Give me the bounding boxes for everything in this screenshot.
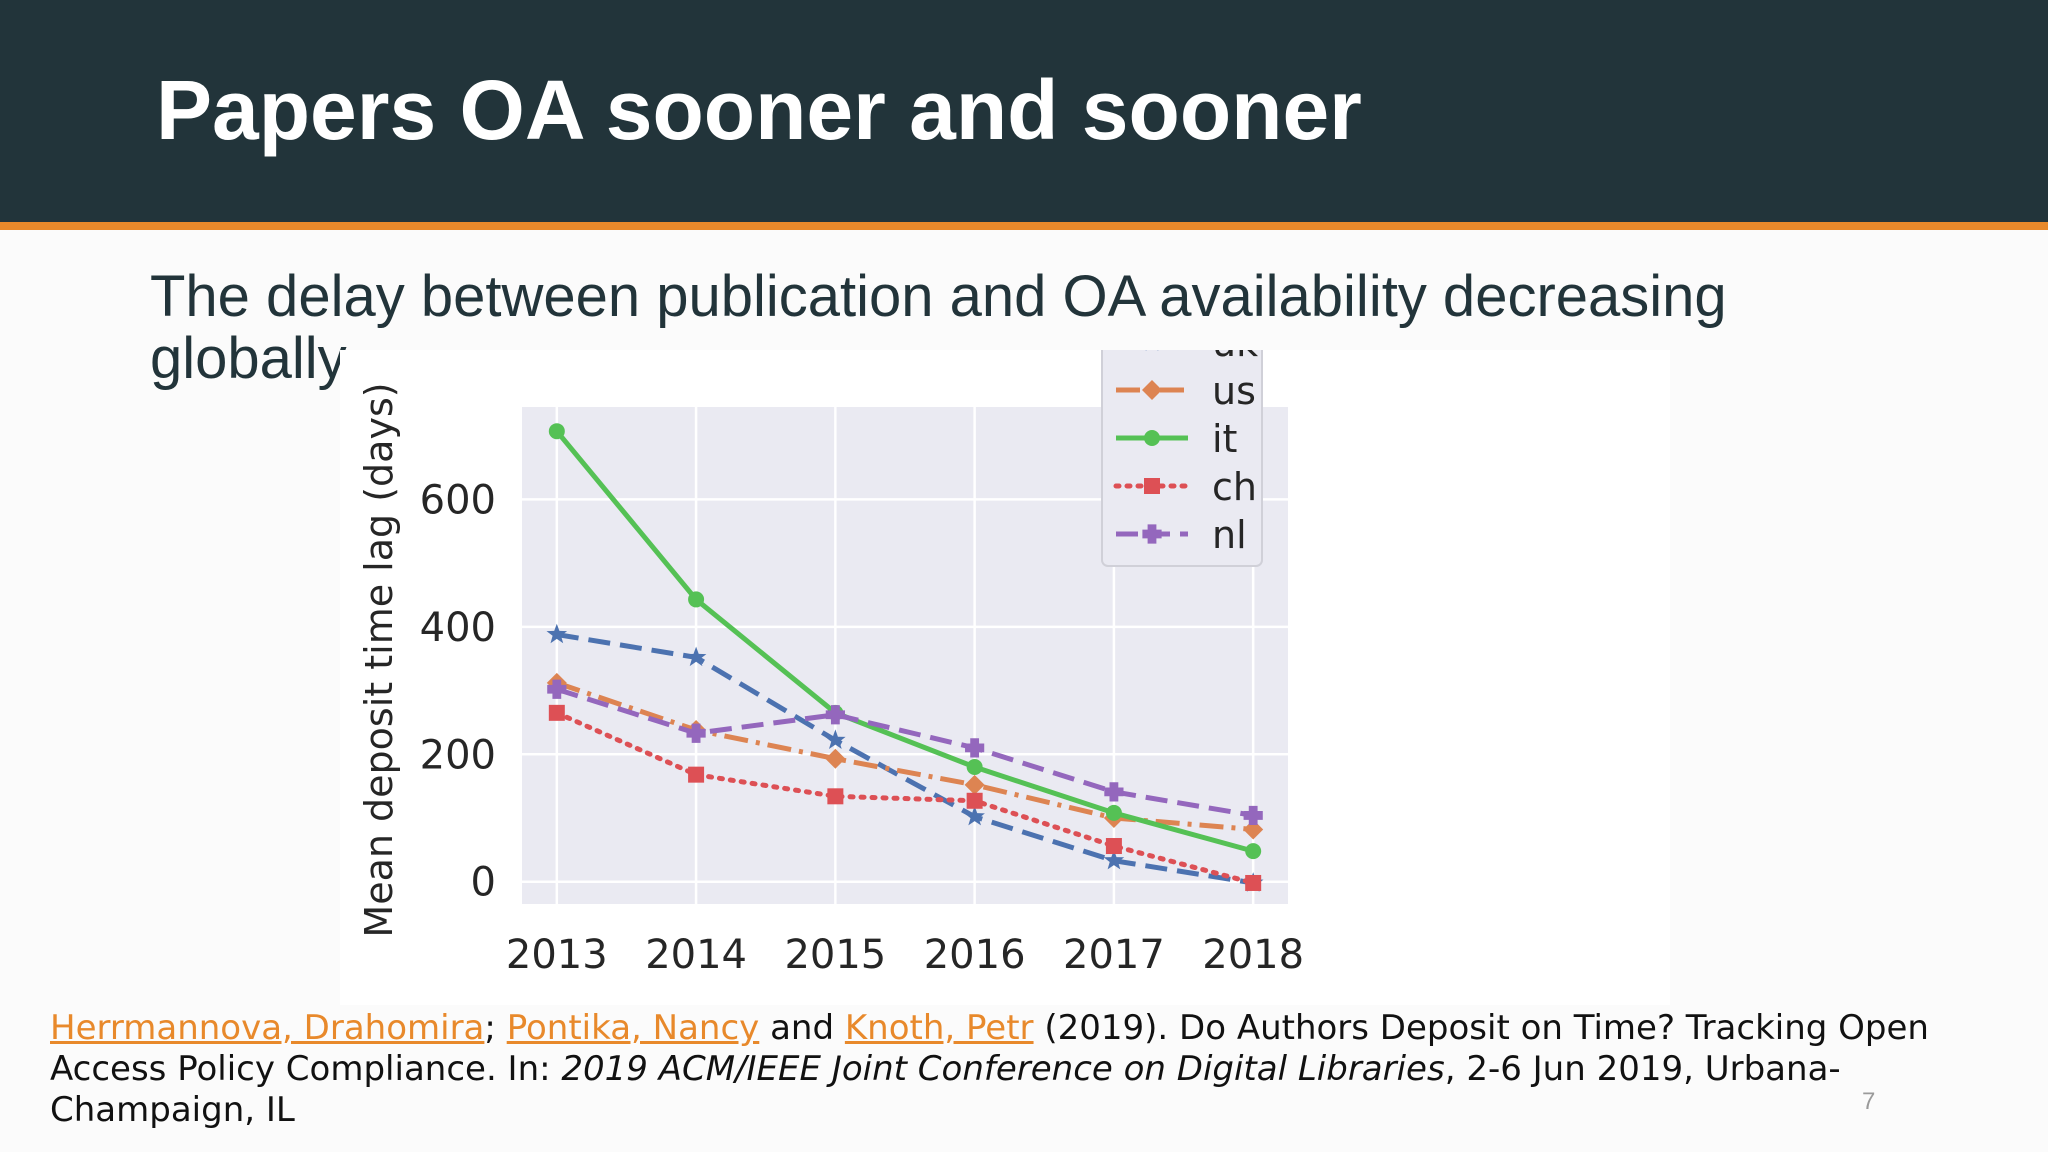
data-point-nl <box>1243 805 1263 826</box>
data-point-ch <box>1245 874 1262 891</box>
data-point-ch <box>548 704 565 721</box>
series-ch <box>548 704 1262 891</box>
legend-item-uk: uk <box>1145 350 1258 365</box>
data-point-it <box>688 591 705 608</box>
legend-item-us: us <box>1116 369 1256 413</box>
data-point-nl <box>1104 782 1124 802</box>
data-point-uk <box>825 729 846 749</box>
data-point-us <box>964 774 985 795</box>
legend-item-ch: ch <box>1113 465 1257 509</box>
legend-label-uk: uk <box>1212 350 1258 365</box>
series-line-it <box>554 429 1254 854</box>
x-tick-label: 2018 <box>1202 932 1304 978</box>
data-point-it <box>966 759 983 776</box>
data-point-uk <box>546 623 568 644</box>
data-point-it <box>1245 843 1262 860</box>
line-chart: 2013 2014 2015 2016 2017 2018 0 200 400 600 Mean … <box>357 350 1304 978</box>
data-point-uk <box>685 646 707 667</box>
series-line-us <box>556 680 1254 832</box>
x-tick-label: 2015 <box>784 932 886 978</box>
citation-author-link-1[interactable]: Herrmannova, Drahomira <box>50 1008 485 1048</box>
data-point-nl <box>965 738 985 758</box>
legend-marker-us <box>1142 380 1162 400</box>
data-point-uk <box>964 805 985 826</box>
data-point-us <box>825 748 846 769</box>
data-point-ch <box>688 766 705 783</box>
chart-panel: 2013 2014 2015 2016 2017 2018 0 200 400 600 Mean … <box>340 350 1670 1005</box>
y-tick-label: 0 <box>471 860 496 906</box>
x-tick-label: 2014 <box>645 932 747 978</box>
slide-title: Papers OA sooner and sooner <box>156 63 1362 157</box>
legend-label-ch: ch <box>1212 465 1257 509</box>
series-lines <box>546 423 1264 892</box>
slide-header <box>0 0 2048 222</box>
data-point-it <box>548 423 565 440</box>
legend-marker-ch <box>1144 478 1160 494</box>
series-line-uk <box>556 632 1254 886</box>
legend-label-us: us <box>1212 369 1256 413</box>
series-line-nl <box>556 686 1254 818</box>
citation-venue: 2019 ACM/IEEE Joint Conference on Digita… <box>561 1049 1445 1089</box>
data-point-ch <box>966 792 983 809</box>
citation-year-title: (2019). Do Authors Deposit on Time? Trac… <box>50 1008 1929 1089</box>
data-point-nl <box>686 723 706 743</box>
data-point-nl <box>825 705 845 725</box>
series-nl <box>547 679 1263 826</box>
data-point-uk <box>1103 849 1125 870</box>
citation: Herrmannova, Drahomira; Pontika, Nancy a… <box>50 1008 1980 1131</box>
axis-ticks: 2013 2014 2015 2016 2017 2018 0 200 400 600 <box>420 477 1304 978</box>
data-point-ch <box>1105 838 1122 855</box>
x-tick-label: 2016 <box>924 932 1026 978</box>
citation-details: , 2-6 Jun 2019, Urbana-Champaign, IL <box>50 1049 1841 1130</box>
x-tick-label: 2013 <box>506 932 608 978</box>
data-point-it <box>1105 804 1122 821</box>
slide-subtitle: The delay between publication and OA ava… <box>150 264 1727 391</box>
legend-marker-nl <box>1142 524 1162 544</box>
series-line-ch <box>554 710 1256 886</box>
citation-separator-2: and <box>770 1008 835 1048</box>
data-point-ch <box>827 788 844 805</box>
y-axis-label: Mean deposit time lag (days) <box>357 382 401 937</box>
citation-author-link-2[interactable]: Pontika, Nancy <box>506 1008 760 1048</box>
data-point-us <box>1243 819 1264 840</box>
legend-item-it: it <box>1116 417 1237 461</box>
series-it <box>548 423 1262 860</box>
x-tick-label: 2017 <box>1063 932 1165 978</box>
header-accent-rule <box>0 222 2048 230</box>
y-tick-label: 400 <box>420 605 496 651</box>
citation-separator-1: ; <box>484 1008 496 1048</box>
legend-marker-it <box>1144 430 1160 446</box>
y-tick-label: 600 <box>420 477 496 523</box>
citation-author-link-3[interactable]: Knoth, Petr <box>844 1008 1034 1048</box>
legend-label-nl: nl <box>1212 513 1247 557</box>
y-tick-label: 200 <box>420 732 496 778</box>
legend-item-nl: nl <box>1116 513 1247 557</box>
legend-box <box>1101 350 1263 567</box>
page-number: 7 <box>1862 1088 1876 1115</box>
legend-label-it: it <box>1212 417 1237 461</box>
data-point-nl <box>547 679 567 699</box>
